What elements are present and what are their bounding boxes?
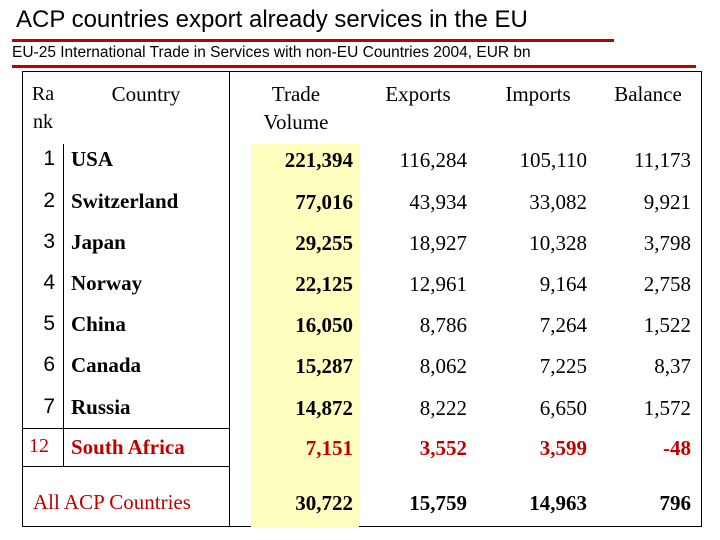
separator-top: [23, 428, 229, 429]
south-africa-trade: 7,151: [305, 436, 353, 460]
table-row-imports: 7,225: [539, 354, 587, 378]
acp-label: All ACP Countries: [33, 490, 191, 514]
divider-country: [229, 72, 230, 467]
table-row-exports: 43,934: [409, 190, 467, 214]
south-africa-imports: 3,599: [539, 436, 587, 460]
table-row-country: USA: [71, 147, 114, 171]
table-row-country: Switzerland: [71, 189, 179, 213]
header-trade-line2: Volume: [263, 110, 329, 134]
table-row-country: Russia: [71, 395, 131, 419]
table-row-trade: 14,872: [295, 396, 353, 420]
table-row-exports: 8,222: [419, 396, 467, 420]
table-row-exports: 116,284: [399, 148, 467, 172]
table-row-trade: 22,125: [295, 272, 353, 296]
page-subtitle: EU-25 International Trade in Services wi…: [12, 44, 531, 61]
table-row-exports: 8,062: [419, 354, 467, 378]
table-row-rank: 3: [43, 230, 55, 253]
acp-exports: 15,759: [409, 491, 467, 515]
table-row-rank: 5: [43, 312, 55, 335]
south-africa-rank: 12: [29, 435, 49, 457]
table-row-rank: 4: [43, 271, 55, 294]
table-row-balance: 1,572: [643, 396, 691, 420]
header-rank-line1: Ra: [31, 83, 55, 105]
table-row-imports: 9,164: [539, 272, 587, 296]
table-row-trade: 29,255: [295, 231, 353, 255]
south-africa-balance: -48: [663, 436, 691, 460]
header-trade-line1: Trade: [271, 82, 321, 106]
table-row-rank: 1: [43, 147, 55, 170]
subtitle-underline: [12, 65, 696, 68]
header-rank-line2: nk: [33, 111, 53, 133]
table-row-balance: 9,921: [643, 190, 691, 214]
table-row-rank: 7: [43, 395, 55, 418]
header-country: Country: [111, 82, 181, 106]
header-balance: Balance: [614, 82, 682, 106]
table-row-trade: 77,016: [295, 190, 353, 214]
acp-imports: 14,963: [529, 491, 587, 515]
south-africa-country: South Africa: [71, 435, 185, 459]
title-underline: [12, 39, 614, 42]
table-row-exports: 8,786: [419, 313, 467, 337]
table-row-imports: 10,328: [529, 231, 587, 255]
trade-volume-highlight: [251, 144, 359, 527]
south-africa-exports: 3,552: [419, 436, 467, 460]
divider-rank: [63, 144, 64, 466]
table-row-balance: 2,758: [643, 272, 691, 296]
acp-trade: 30,722: [295, 491, 353, 515]
divider-rank-lower: [63, 429, 64, 466]
table-row-balance: 3,798: [643, 231, 691, 255]
table-row-imports: 6,650: [539, 396, 587, 420]
table-row-balance: 11,173: [634, 148, 691, 172]
table-row-imports: 7,264: [539, 313, 587, 337]
table-row-exports: 12,961: [409, 272, 467, 296]
header-exports: Exports: [385, 82, 451, 106]
divider-country-lower: [229, 467, 230, 527]
table-row-imports: 105,110: [519, 148, 587, 172]
table-row-trade: 16,050: [295, 313, 353, 337]
acp-balance: 796: [659, 491, 692, 515]
header-trade-volume: Trade Volume: [231, 80, 361, 136]
separator-mid: [23, 466, 229, 467]
table-row-rank: 6: [43, 353, 55, 376]
table-row-exports: 18,927: [409, 231, 467, 255]
table-row-balance: 8,37: [654, 354, 691, 378]
table-row-country: China: [71, 312, 126, 336]
header-rank: Ra nk: [23, 80, 63, 136]
table-row-trade: 221,394: [284, 148, 353, 172]
trade-table: Ra nk Country Trade Volume Exports Impor…: [22, 71, 702, 527]
page-title: ACP countries export already services in…: [16, 6, 528, 33]
table-row-country: Norway: [71, 271, 143, 295]
table-row-country: Canada: [71, 353, 142, 377]
table-row-imports: 33,082: [529, 190, 587, 214]
table-row-country: Japan: [71, 230, 126, 254]
table-row-rank: 2: [43, 189, 55, 212]
header-imports: Imports: [505, 82, 571, 106]
table-row-trade: 15,287: [295, 354, 353, 378]
table-row-balance: 1,522: [643, 313, 691, 337]
